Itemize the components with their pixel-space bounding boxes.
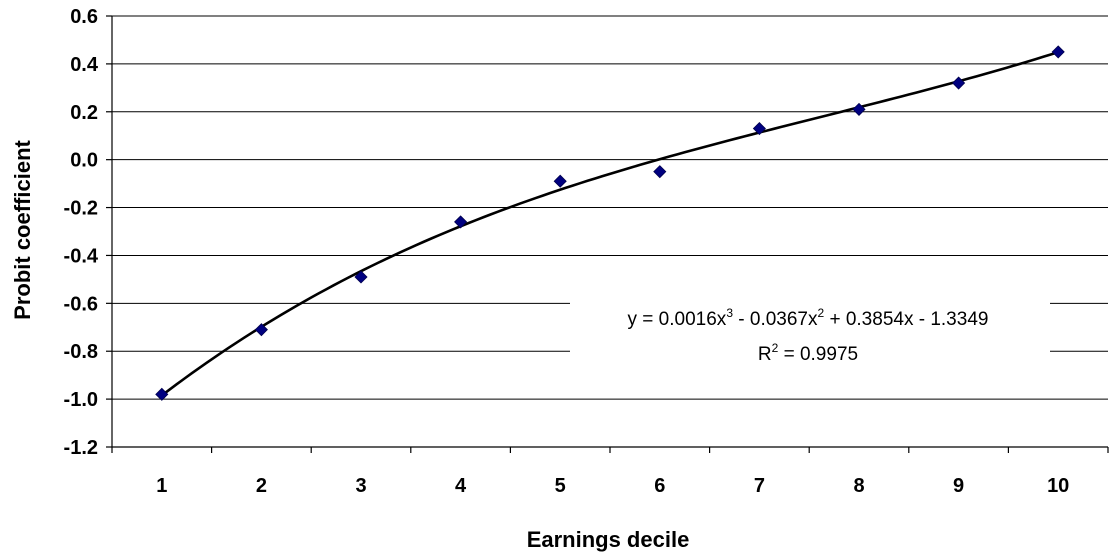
data-point — [254, 323, 268, 337]
y-tick-label: -0.6 — [64, 293, 98, 315]
x-tick-label: 8 — [853, 475, 864, 497]
y-tick-label: 0.0 — [70, 150, 98, 172]
data-point — [354, 270, 368, 284]
x-tick-label: 4 — [455, 475, 467, 497]
r-squared-text: R2 = 0.9975 — [758, 341, 858, 365]
x-tick-label: 1 — [156, 475, 167, 497]
data-point — [1051, 45, 1065, 59]
y-tick-label: 0.2 — [70, 102, 98, 124]
data-points — [155, 45, 1065, 401]
data-point — [952, 76, 966, 90]
x-tick-label: 3 — [355, 475, 366, 497]
x-tick-label: 6 — [654, 475, 665, 497]
y-tick-label: -0.4 — [64, 245, 99, 267]
x-tick-labels: 1 2 3 4 5 6 7 8 9 10 — [156, 475, 1069, 497]
y-tick-label: -1.2 — [64, 437, 98, 459]
x-tick-label: 5 — [555, 475, 566, 497]
equation-background — [570, 300, 1050, 374]
y-tick-label: 0.4 — [70, 54, 99, 76]
x-axis-title: Earnings decile — [527, 527, 690, 552]
y-tick-label: -0.8 — [64, 341, 98, 363]
trendline-equation: y = 0.0016x3 - 0.0367x2 + 0.3854x - 1.33… — [570, 300, 1050, 374]
data-point — [852, 102, 866, 116]
trendline-layer — [161, 50, 1059, 397]
y-tick-label: -0.2 — [64, 198, 98, 220]
data-point — [752, 121, 766, 136]
equation-text: y = 0.0016x3 - 0.0367x2 + 0.3854x - 1.33… — [628, 306, 989, 330]
data-point — [454, 215, 468, 229]
x-tick-label: 10 — [1047, 475, 1069, 497]
data-point — [155, 387, 169, 401]
x-tick-label: 7 — [754, 475, 765, 497]
polynomial-trendline — [161, 50, 1059, 397]
y-tick-label: -1.0 — [64, 389, 98, 411]
axes — [106, 15, 1109, 453]
data-point — [653, 165, 667, 179]
y-tick-labels: 0.6 0.4 0.2 0.0 -0.2 -0.4 -0.6 -0.8 -1.0 -1.2 — [64, 6, 99, 459]
y-tick-label: 0.6 — [70, 6, 98, 28]
y-axis-title: Probit coefficient — [10, 139, 35, 319]
data-point — [553, 174, 567, 188]
x-tick-label: 9 — [953, 475, 964, 497]
x-tick-label: 2 — [256, 475, 267, 497]
